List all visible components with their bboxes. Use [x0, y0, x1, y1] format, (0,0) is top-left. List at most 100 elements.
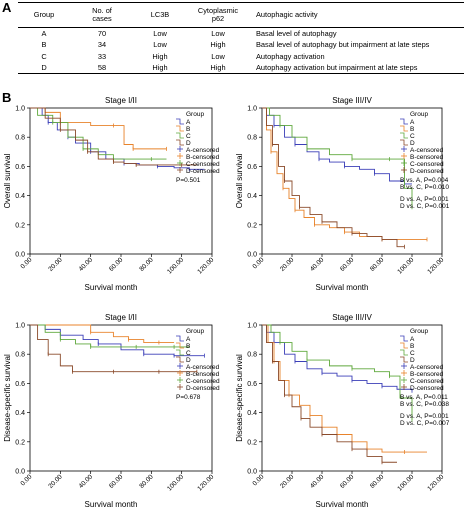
legend-entry: B-censored	[186, 371, 220, 378]
series-line-a	[30, 107, 205, 170]
legend-entry: B-censored	[410, 154, 444, 161]
series-line-b	[262, 107, 427, 240]
chart-title: Stage I/II	[105, 96, 137, 105]
cell-activity: Basal level of autophagy	[256, 29, 337, 39]
legend-line-a	[400, 118, 408, 125]
y-tick-label: 0.8	[15, 352, 25, 359]
x-tick-label: 40.00	[78, 473, 95, 490]
panel-b-label: B	[2, 90, 12, 105]
x-tick-label: 20.00	[279, 473, 296, 490]
cell-cases: 34	[97, 40, 107, 50]
x-axis-label: Survival month	[316, 500, 369, 509]
x-tick-label: 120.00	[426, 256, 445, 275]
cell-cases: 33	[97, 51, 107, 61]
cell-p62: Low	[211, 51, 225, 61]
cell-group: B	[41, 40, 47, 50]
x-tick-label: 40.00	[309, 256, 326, 273]
legend-line-c	[176, 349, 184, 356]
legend-entry: D	[186, 357, 191, 364]
x-tick-label: 60.00	[339, 256, 356, 273]
cell-lc3b: Low	[153, 40, 167, 50]
cell-group: D	[18, 61, 70, 75]
y-tick-label: 0.4	[15, 410, 25, 417]
header-p62: Cytoplasmic p62	[186, 2, 250, 28]
legend-line-b	[176, 125, 184, 132]
survival-chart-2: Stage III/IV0.00.20.40.60.81.00.00 20.00 4…	[235, 96, 450, 292]
legend-entry: A-censored	[186, 147, 220, 154]
legend-title: Group	[410, 328, 428, 335]
legend-entry: C-censored	[410, 378, 444, 385]
legend-line-b	[176, 342, 184, 349]
legend-entry: B	[186, 126, 190, 133]
legend-entry: D	[186, 140, 191, 147]
series-line-b	[30, 324, 175, 343]
legend-line-d	[176, 356, 184, 363]
legend-entry: D-censored	[186, 168, 220, 175]
p-value-label: B vs. A, P=0.011	[400, 394, 448, 401]
survival-plots: Stage I/II0.00.20.40.60.81.00.00 20.00 40.…	[3, 96, 450, 509]
legend-entry: A	[410, 336, 415, 343]
x-axis-label: Survival month	[85, 500, 138, 509]
panel-a-label: A	[2, 0, 12, 15]
legend-line-d	[400, 356, 408, 363]
groups-table: Group No. of cases LC3B Cytoplasmic p62 …	[18, 2, 464, 75]
table-row: B 34 Low High Basal level of autophagy b…	[18, 39, 464, 50]
legend-line-b	[400, 342, 408, 349]
y-tick-label: 0.8	[15, 135, 25, 142]
series-line-d	[262, 107, 405, 248]
cell-cases: 70	[97, 29, 107, 39]
y-tick-label: 0.0	[15, 469, 25, 476]
cell-p62: High	[186, 61, 250, 75]
y-tick-label: 0.2	[15, 222, 25, 229]
legend-entry: A-censored	[186, 364, 220, 371]
chart-title: Stage I/II	[105, 313, 137, 322]
x-tick-label: 80.00	[138, 473, 155, 490]
p-value-label: D vs. C, P=0.007	[400, 420, 450, 427]
p-value-label: P=0.501	[176, 177, 201, 184]
legend-line-a	[400, 335, 408, 342]
series-line-b	[262, 324, 427, 453]
legend-line-d	[176, 139, 184, 146]
survival-chart-4: Stage III/IV0.00.20.40.60.81.00.00 20.00 4…	[235, 313, 450, 509]
y-tick-label: 0.2	[15, 439, 25, 446]
cell-activity: Autophagy activation but impairment at l…	[250, 61, 464, 75]
p-value-label: D vs. C, P=0.001	[400, 203, 450, 210]
legend-line-b	[400, 125, 408, 132]
x-tick-label: 20.00	[47, 256, 64, 273]
y-tick-label: 0.8	[247, 135, 257, 142]
y-tick-label: 0.8	[247, 352, 257, 359]
series-line-c	[30, 324, 190, 348]
x-tick-label: 120.00	[196, 256, 215, 275]
x-tick-label: 80.00	[138, 256, 155, 273]
legend-line-c	[400, 132, 408, 139]
cell-group: C	[41, 51, 47, 61]
x-axis-label: Survival month	[85, 283, 138, 292]
x-tick-label: 60.00	[108, 473, 125, 490]
y-tick-label: 0.2	[247, 439, 257, 446]
p-value-label: B vs. A, P=0.004	[400, 177, 449, 184]
x-tick-label: 40.00	[78, 256, 95, 273]
x-tick-label: 60.00	[108, 256, 125, 273]
chart-title: Stage III/IV	[332, 313, 372, 322]
legend-entry: A	[186, 336, 191, 343]
legend-line-a	[176, 335, 184, 342]
y-tick-label: 0.0	[247, 469, 257, 476]
table-row: C 33 High Low Autophagy activation	[18, 51, 464, 62]
legend-title: Group	[410, 111, 428, 118]
legend-entry: D-censored	[410, 168, 444, 175]
y-tick-label: 0.6	[247, 164, 257, 171]
chart-title: Stage III/IV	[332, 96, 372, 105]
table-row: D 58 High High Autophagy activation but …	[18, 61, 464, 75]
p-value-label: B vs. C, P=0.010	[400, 184, 449, 191]
x-tick-label: 80.00	[369, 473, 386, 490]
legend-entry: C	[186, 133, 191, 140]
p-value-label: P=0.678	[176, 394, 201, 401]
series-line-c	[262, 324, 413, 420]
legend-entry: D-censored	[410, 385, 444, 392]
x-tick-label: 20.00	[47, 473, 64, 490]
y-tick-label: 0.6	[15, 164, 25, 171]
y-tick-label: 0.6	[15, 381, 25, 388]
legend-line-d	[400, 139, 408, 146]
y-tick-label: 0.4	[247, 193, 257, 200]
legend-entry: C-censored	[186, 161, 220, 168]
